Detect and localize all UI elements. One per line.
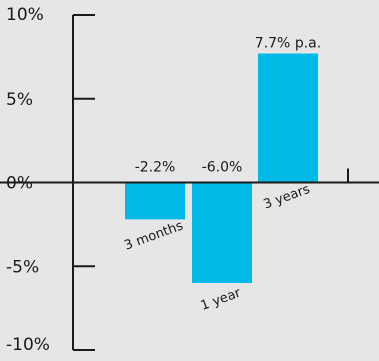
axes bbox=[0, 15, 379, 350]
data-label: -2.2% bbox=[135, 160, 176, 176]
data-label: -6.0% bbox=[202, 160, 243, 176]
y-tick-label: 5% bbox=[6, 90, 33, 110]
data-label: 7.7% p.a. bbox=[255, 36, 321, 52]
y-tick-label: -10% bbox=[6, 335, 50, 355]
y-tick-label: 10% bbox=[6, 5, 44, 25]
category-label: 3 months bbox=[122, 218, 185, 253]
bar-3-months bbox=[125, 182, 185, 220]
data-labels: -2.2% -6.0% 7.7% p.a. bbox=[135, 36, 322, 176]
y-axis: 10%5%0%-5%-10% bbox=[6, 5, 95, 355]
bars bbox=[125, 53, 318, 283]
y-tick-label: -5% bbox=[6, 257, 39, 277]
category-label: 3 years bbox=[262, 182, 313, 213]
bar-1-year bbox=[192, 182, 252, 283]
bar-3-years bbox=[258, 53, 318, 183]
category-label: 1 year bbox=[199, 285, 244, 313]
